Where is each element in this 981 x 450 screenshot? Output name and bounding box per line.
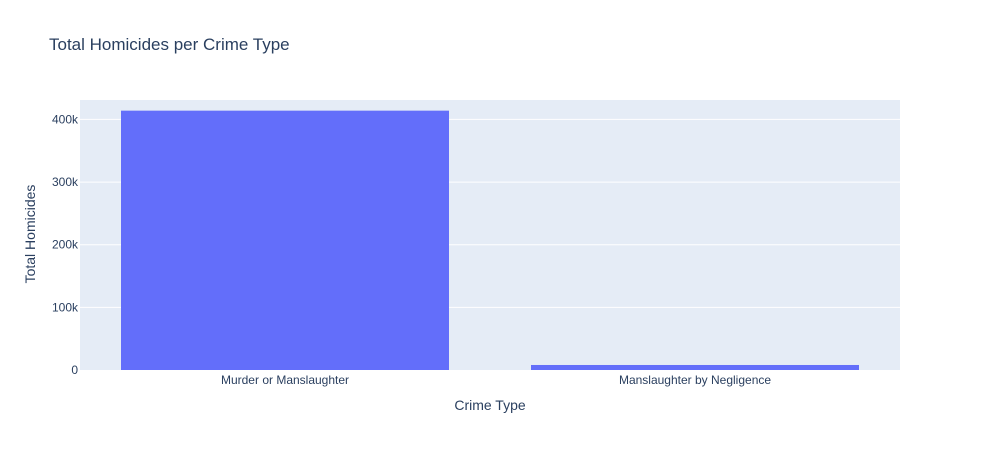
y-tick-label: 0 bbox=[71, 363, 78, 377]
y-tick-label: 200k bbox=[52, 238, 79, 252]
bar[interactable] bbox=[121, 110, 449, 370]
chart-title: Total Homicides per Crime Type bbox=[49, 35, 290, 54]
x-tick-label: Manslaughter by Negligence bbox=[619, 373, 771, 387]
bar[interactable] bbox=[531, 364, 859, 370]
y-axis-title: Total Homicides bbox=[22, 185, 38, 284]
y-axis-ticks: 0 100k 200k 300k 400k bbox=[52, 112, 79, 377]
x-tick-label: Murder or Manslaughter bbox=[221, 373, 349, 387]
x-axis-ticks: Murder or Manslaughter Manslaughter by Ne… bbox=[221, 373, 771, 387]
x-axis-title: Crime Type bbox=[454, 397, 526, 413]
y-tick-label: 300k bbox=[52, 175, 79, 189]
y-tick-label: 400k bbox=[52, 112, 79, 126]
bars bbox=[121, 110, 859, 370]
y-tick-label: 100k bbox=[52, 300, 79, 314]
